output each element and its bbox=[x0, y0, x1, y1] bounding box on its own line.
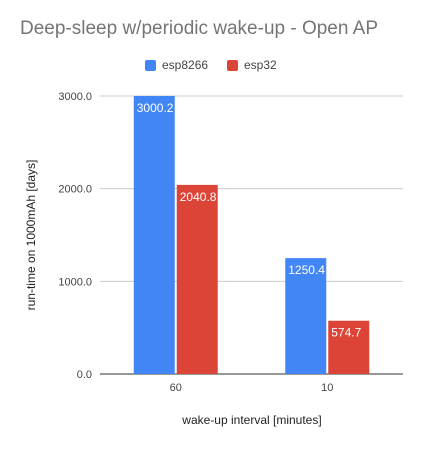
y-tick-label: 2000.0 bbox=[58, 184, 92, 196]
legend-swatch-esp32 bbox=[227, 59, 238, 71]
legend-label-esp8266: esp8266 bbox=[162, 58, 209, 72]
legend-item-esp32[interactable]: esp32 bbox=[227, 58, 277, 72]
x-tick-label: 60 bbox=[170, 382, 182, 394]
data-label-esp8266-60: 3000.2 bbox=[137, 101, 174, 115]
legend-swatch-esp8266 bbox=[145, 59, 156, 71]
bar-esp8266-10[interactable] bbox=[285, 258, 327, 374]
data-label-esp8266-10: 1250.4 bbox=[288, 263, 325, 277]
bar-esp32-10[interactable] bbox=[328, 320, 370, 374]
y-tick-label: 3000.0 bbox=[58, 91, 92, 103]
y-axis-title: run-time on 1000mAh [days] bbox=[24, 160, 38, 311]
legend-label-esp32: esp32 bbox=[244, 58, 277, 72]
data-label-esp32-10: 574.7 bbox=[331, 326, 361, 340]
bars: 3000.2 2040.8 1250.4 574.7 bbox=[133, 95, 370, 374]
chart-title: Deep-sleep w/periodic wake-up - Open AP bbox=[20, 18, 379, 39]
x-axis-title: wake-up interval [minutes] bbox=[181, 413, 321, 427]
bar-esp8266-60[interactable] bbox=[133, 95, 175, 374]
legend-item-esp8266[interactable]: esp8266 bbox=[145, 58, 208, 72]
x-tick-label: 10 bbox=[321, 382, 333, 394]
legend: esp8266 esp32 bbox=[0, 58, 423, 74]
x-tick-labels: 60 10 bbox=[170, 382, 334, 394]
y-tick-label: 0.0 bbox=[77, 369, 92, 381]
y-tick-label: 1000.0 bbox=[58, 276, 92, 288]
y-tick-labels: 0.0 1000.0 2000.0 3000.0 bbox=[58, 91, 92, 381]
data-label-esp32-60: 2040.8 bbox=[180, 190, 217, 204]
bar-esp32-60[interactable] bbox=[176, 184, 218, 374]
